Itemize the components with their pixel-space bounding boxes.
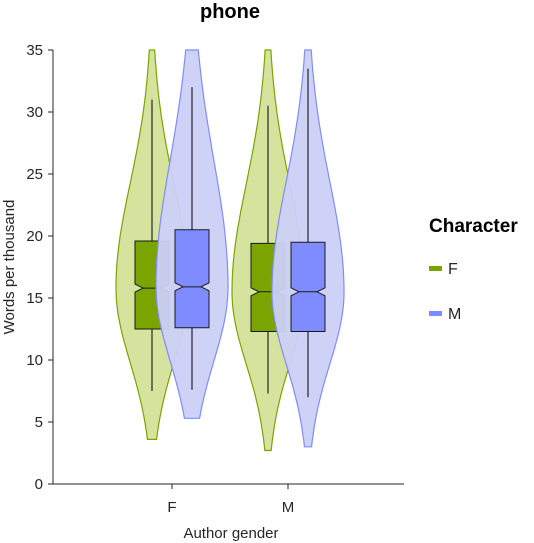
y-tick-label: 15	[26, 290, 43, 307]
legend-swatch-F	[429, 266, 442, 271]
legend-title: Character	[429, 216, 518, 237]
legend-label-M: M	[448, 306, 461, 323]
legend-label-F: F	[448, 261, 458, 278]
box-M-F	[174, 229, 210, 329]
legend-swatch-M	[429, 311, 442, 316]
y-tick-label: 30	[26, 104, 43, 121]
x-axis-title: Author gender	[183, 525, 278, 542]
y-axis-ticks: 0 5 10 15 20 25 30 35	[26, 42, 53, 493]
chart-title: phone	[200, 1, 260, 23]
x-tick-label: F	[167, 499, 176, 516]
x-tick-label: M	[282, 499, 295, 516]
y-tick-label: 20	[26, 228, 43, 245]
y-axis-title: Words per thousand	[1, 200, 18, 335]
y-tick-label: 5	[35, 414, 43, 431]
y-tick-label: 10	[26, 352, 43, 369]
y-tick-label: 25	[26, 166, 43, 183]
y-tick-label: 0	[35, 476, 43, 493]
violin-layer	[115, 49, 345, 452]
box-M-M	[290, 241, 326, 332]
legend: FM	[429, 261, 461, 323]
y-tick-label: 35	[26, 42, 43, 59]
